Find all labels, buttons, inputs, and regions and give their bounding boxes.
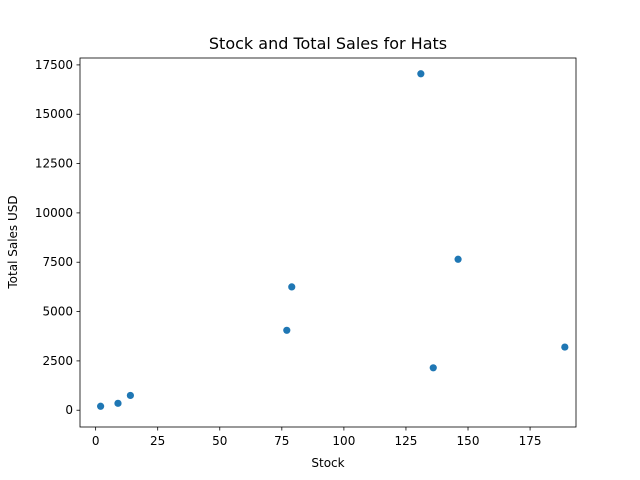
x-axis-label: Stock bbox=[311, 456, 344, 470]
data-point bbox=[417, 70, 425, 78]
y-tick-label: 2500 bbox=[42, 354, 73, 368]
x-tick-label: 50 bbox=[212, 434, 227, 448]
data-point bbox=[454, 255, 462, 263]
data-point bbox=[97, 402, 105, 410]
x-tick-label: 25 bbox=[150, 434, 165, 448]
y-tick-label: 17500 bbox=[35, 58, 73, 72]
data-point bbox=[288, 283, 296, 291]
y-tick-label: 10000 bbox=[35, 206, 73, 220]
x-tick-label: 125 bbox=[394, 434, 417, 448]
x-tick-label: 0 bbox=[92, 434, 100, 448]
y-tick-label: 12500 bbox=[35, 157, 73, 171]
data-point bbox=[561, 343, 569, 351]
y-tick-label: 0 bbox=[65, 403, 73, 417]
y-tick-label: 7500 bbox=[42, 255, 73, 269]
x-tick-label: 150 bbox=[457, 434, 480, 448]
x-tick-label: 100 bbox=[332, 434, 355, 448]
y-tick-label: 15000 bbox=[35, 107, 73, 121]
y-axis-label: Total Sales USD bbox=[6, 195, 20, 289]
x-tick-label: 75 bbox=[274, 434, 289, 448]
plot-area: 0 25 50 75 100 125 150 175 0 2500 5000 7500 10000 125… bbox=[35, 57, 577, 448]
data-point bbox=[114, 399, 122, 407]
x-tick-label: 175 bbox=[519, 434, 542, 448]
axes-frame bbox=[79, 57, 577, 428]
data-point bbox=[283, 326, 291, 334]
data-point bbox=[429, 364, 437, 372]
data-point bbox=[126, 391, 134, 400]
y-tick-label: 5000 bbox=[42, 305, 73, 319]
chart-title: Stock and Total Sales for Hats bbox=[209, 34, 447, 53]
